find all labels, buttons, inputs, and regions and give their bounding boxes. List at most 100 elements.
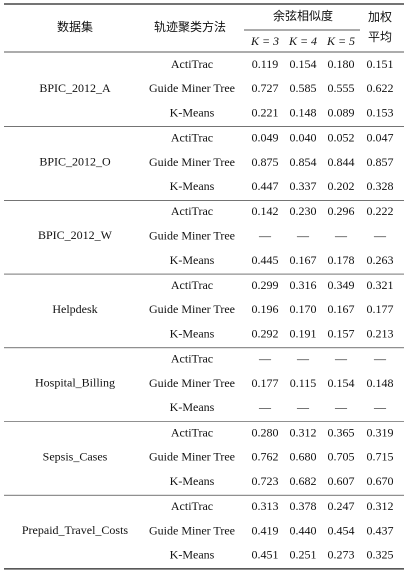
- cell-value: 0.247: [328, 499, 355, 513]
- cell-value: 0.202: [328, 179, 355, 193]
- cell-value: 0.349: [328, 278, 355, 292]
- method-name: Guide Miner Tree: [149, 450, 235, 464]
- method-name: K-Means: [170, 326, 215, 340]
- cell-value: 0.445: [252, 253, 279, 267]
- dataset-name: Prepaid_Travel_Costs: [22, 523, 129, 537]
- cell-value: 0.854: [290, 155, 317, 169]
- method-name: Guide Miner Tree: [149, 228, 235, 242]
- method-name: Guide Miner Tree: [149, 81, 235, 95]
- cell-value: 0.221: [252, 105, 279, 119]
- cell-value: 0.844: [328, 155, 355, 169]
- dataset-name: Hospital_Billing: [35, 376, 115, 390]
- method-name: ActiTrac: [171, 130, 213, 144]
- method-name: K-Means: [170, 179, 215, 193]
- cell-value: 0.148: [367, 376, 394, 390]
- cell-value: 0.154: [328, 376, 355, 390]
- cell-value: 0.723: [252, 474, 279, 488]
- cell-value: 0.263: [367, 253, 394, 267]
- cell-value: 0.191: [290, 326, 317, 340]
- cell-value: 0.337: [290, 179, 317, 193]
- cell-value: —: [258, 400, 272, 414]
- cell-value: 0.151: [367, 57, 394, 71]
- cell-value: 0.682: [290, 474, 317, 488]
- cell-value: —: [296, 352, 310, 366]
- cell-value: 0.328: [367, 179, 394, 193]
- cell-value: 0.312: [290, 425, 317, 439]
- dataset-name: BPIC_2012_A: [39, 81, 111, 95]
- cell-value: 0.230: [290, 204, 317, 218]
- cell-value: 0.454: [328, 523, 355, 537]
- cell-value: 0.154: [290, 57, 317, 71]
- cell-value: —: [258, 352, 272, 366]
- cell-value: 0.875: [252, 155, 279, 169]
- cell-value: 0.447: [252, 179, 279, 193]
- header-k: K = 4: [288, 34, 317, 48]
- dataset-name: Sepsis_Cases: [43, 449, 108, 463]
- method-name: ActiTrac: [171, 499, 213, 513]
- cell-value: 0.292: [252, 326, 279, 340]
- header-method: 轨迹聚类方法: [154, 19, 226, 34]
- method-name: Guide Miner Tree: [149, 523, 235, 537]
- cell-value: 0.440: [290, 523, 317, 537]
- cell-value: 0.585: [290, 81, 317, 95]
- method-name: Guide Miner Tree: [149, 302, 235, 316]
- dataset-name: Helpdesk: [52, 302, 97, 316]
- cell-value: —: [334, 400, 348, 414]
- cell-value: —: [373, 352, 387, 366]
- cell-value: 0.680: [290, 450, 317, 464]
- method-name: ActiTrac: [171, 204, 213, 218]
- cell-value: 0.119: [252, 57, 279, 71]
- cell-value: 0.378: [290, 499, 317, 513]
- method-name: K-Means: [170, 548, 215, 562]
- cell-value: 0.365: [328, 425, 355, 439]
- cell-value: 0.251: [290, 548, 317, 562]
- cell-value: —: [373, 228, 387, 242]
- cell-value: —: [296, 228, 310, 242]
- cell-value: 0.049: [252, 130, 279, 144]
- cell-value: 0.715: [367, 450, 394, 464]
- cell-value: 0.296: [328, 204, 355, 218]
- cell-value: 0.316: [290, 278, 317, 292]
- cell-value: 0.325: [367, 548, 394, 562]
- cell-value: 0.437: [367, 523, 394, 537]
- cell-value: 0.273: [328, 548, 355, 562]
- cell-value: 0.321: [367, 278, 394, 292]
- cell-value: 0.115: [290, 376, 317, 390]
- cell-value: 0.040: [290, 130, 317, 144]
- cell-value: —: [258, 228, 272, 242]
- cell-value: —: [334, 352, 348, 366]
- header-cosine: 余弦相似度: [273, 8, 333, 23]
- cell-value: 0.312: [367, 499, 394, 513]
- cell-value: 0.419: [252, 523, 279, 537]
- cell-value: 0.762: [252, 450, 279, 464]
- header-k: K = 5: [326, 34, 355, 48]
- cell-value: 0.313: [252, 499, 279, 513]
- cell-value: 0.170: [290, 302, 317, 316]
- cell-value: 0.622: [367, 81, 394, 95]
- cell-value: 0.167: [290, 253, 317, 267]
- cell-value: 0.451: [252, 548, 279, 562]
- cell-value: 0.167: [328, 302, 355, 316]
- method-name: K-Means: [170, 400, 215, 414]
- cell-value: 0.180: [328, 57, 355, 71]
- method-name: ActiTrac: [171, 57, 213, 71]
- method-name: K-Means: [170, 474, 215, 488]
- cell-value: 0.052: [328, 130, 355, 144]
- cell-value: 0.047: [367, 130, 394, 144]
- cell-value: 0.089: [328, 105, 355, 119]
- cell-value: 0.280: [252, 425, 279, 439]
- cell-value: —: [334, 228, 348, 242]
- cell-value: 0.213: [367, 326, 394, 340]
- method-name: K-Means: [170, 253, 215, 267]
- method-name: K-Means: [170, 105, 215, 119]
- header-dataset: 数据集: [57, 19, 93, 34]
- header-k: K = 3: [250, 34, 279, 48]
- cell-value: —: [296, 400, 310, 414]
- cell-value: 0.299: [252, 278, 279, 292]
- method-name: Guide Miner Tree: [149, 376, 235, 390]
- cell-value: 0.142: [252, 204, 279, 218]
- header-weighted: 加权: [368, 10, 392, 24]
- cell-value: —: [373, 400, 387, 414]
- cell-value: 0.857: [367, 155, 394, 169]
